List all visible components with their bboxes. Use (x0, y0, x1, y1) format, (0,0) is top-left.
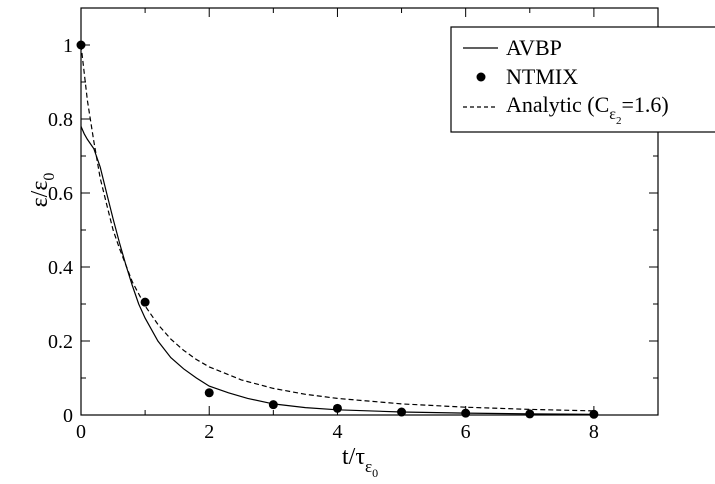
y-tick-label: 0.4 (48, 257, 73, 279)
legend-label-analytic: Analytic (Cε2=1.6) (506, 92, 669, 127)
x-tick-label: 2 (204, 421, 214, 443)
y-axis-label-sub: 0 (41, 173, 58, 181)
legend-analytic-subsub: 2 (616, 115, 622, 127)
legend-label-avbp: AVBP (506, 35, 562, 60)
legend-box (450, 26, 715, 133)
ntmix-point (461, 408, 471, 418)
ticks: 0 2 4 6 8 0 0.2 0.4 0.6 0.8 1 (48, 7, 659, 443)
y-tick-label: 0.2 (48, 331, 73, 353)
x-axis-label: t/τε0 (342, 444, 378, 480)
ntmix-point (589, 409, 599, 419)
x-tick-label: 0 (76, 421, 86, 443)
analytic-line (80, 44, 594, 412)
x-axis-label-subsub: 0 (372, 466, 378, 480)
x-axis-label-main: t/τ (342, 444, 365, 470)
legend-analytic-sub: ε (609, 106, 616, 123)
ntmix-point (332, 403, 342, 413)
x-tick-label: 8 (589, 421, 599, 443)
plot-area: 0 2 4 6 8 0 0.2 0.4 0.6 0.8 1 (48, 7, 659, 443)
ntmix-point (204, 388, 214, 398)
legend-analytic-tail: =1.6) (621, 92, 668, 117)
x-tick-label: 6 (461, 421, 471, 443)
y-tick-label: 0.6 (48, 183, 73, 205)
x-axis-label-sub: ε (365, 457, 372, 476)
y-axis-label: ε/ε0 (27, 173, 58, 208)
series-layer (76, 40, 599, 419)
y-tick-label: 0 (63, 405, 73, 427)
ntmix-point (397, 407, 407, 417)
y-tick-label: 1 (63, 35, 73, 57)
y-axis-label-main: ε/ε (27, 181, 53, 208)
x-tick-label: 4 (332, 421, 342, 443)
legend: AVBP NTMIX Analytic (Cε2=1.6) (450, 26, 715, 133)
legend-swatch-ntmix (476, 72, 486, 82)
y-tick-label: 0.8 (48, 109, 73, 131)
ntmix-point (525, 409, 535, 419)
legend-analytic-main: Analytic (C (506, 92, 609, 117)
ntmix-point (140, 297, 150, 307)
avbp-line (80, 126, 594, 415)
ntmix-point (268, 400, 278, 410)
legend-label-ntmix: NTMIX (506, 64, 578, 89)
plot-frame (80, 7, 659, 416)
